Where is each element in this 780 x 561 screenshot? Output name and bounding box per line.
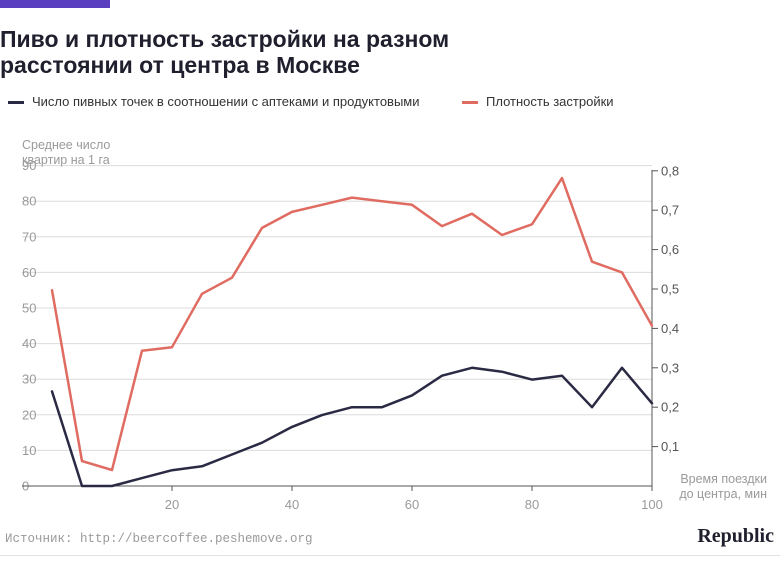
left-tick-label: 60 [22, 265, 36, 280]
left-tick-label: 70 [22, 229, 36, 244]
chart-plot: 01020304050607080900,10,20,30,40,50,60,7… [22, 138, 767, 512]
x-tick-label: 100 [641, 497, 663, 512]
right-tick-label: 0,5 [661, 282, 679, 297]
series-line-beer [50, 366, 654, 488]
x-tick-label: 80 [525, 497, 539, 512]
right-tick-label: 0,8 [661, 163, 679, 178]
left-axis-title-line1: Среднее число [22, 138, 110, 152]
left-axis-title-line2: квартир на 1 га [22, 153, 110, 167]
right-tick-label: 0,6 [661, 242, 679, 257]
x-tick-label: 20 [165, 497, 179, 512]
republic-logo: Republic [697, 525, 774, 547]
left-tick-label: 40 [22, 336, 36, 351]
accent-bar [0, 0, 110, 8]
right-tick-label: 0,3 [661, 360, 679, 375]
right-tick-label: 0,2 [661, 400, 679, 415]
legend-label-beer: Число пивных точек в соотношении с аптек… [32, 94, 420, 109]
x-tick-label: 60 [405, 497, 419, 512]
left-tick-label: 20 [22, 407, 36, 422]
x-tick-label: 40 [285, 497, 299, 512]
left-tick-label: 10 [22, 443, 36, 458]
left-tick-label: 50 [22, 301, 36, 316]
right-tick-label: 0,4 [661, 321, 679, 336]
legend-label-density: Плотность застройки [486, 94, 614, 109]
legend-swatch-beer [8, 101, 24, 104]
x-axis-title-line2: до центра, мин [679, 487, 767, 501]
footer-divider [0, 555, 780, 556]
left-tick-label: 90 [22, 158, 36, 173]
x-axis-title-line1: Время поездки [680, 472, 767, 486]
legend-swatch-density [462, 101, 478, 104]
left-tick-label: 80 [22, 194, 36, 209]
right-tick-label: 0,1 [661, 439, 679, 454]
chart-title-line2: расстоянии от центра в Москве [0, 52, 360, 78]
chart-title-line1: Пиво и плотность застройки на разном [0, 26, 450, 52]
source-text: Источник: http://beercoffee.peshemove.or… [5, 532, 313, 546]
left-tick-label: 30 [22, 372, 36, 387]
series-line-density [50, 176, 654, 472]
chart-title: Пиво и плотность застройки на разном рас… [0, 26, 600, 78]
right-tick-label: 0,7 [661, 203, 679, 218]
